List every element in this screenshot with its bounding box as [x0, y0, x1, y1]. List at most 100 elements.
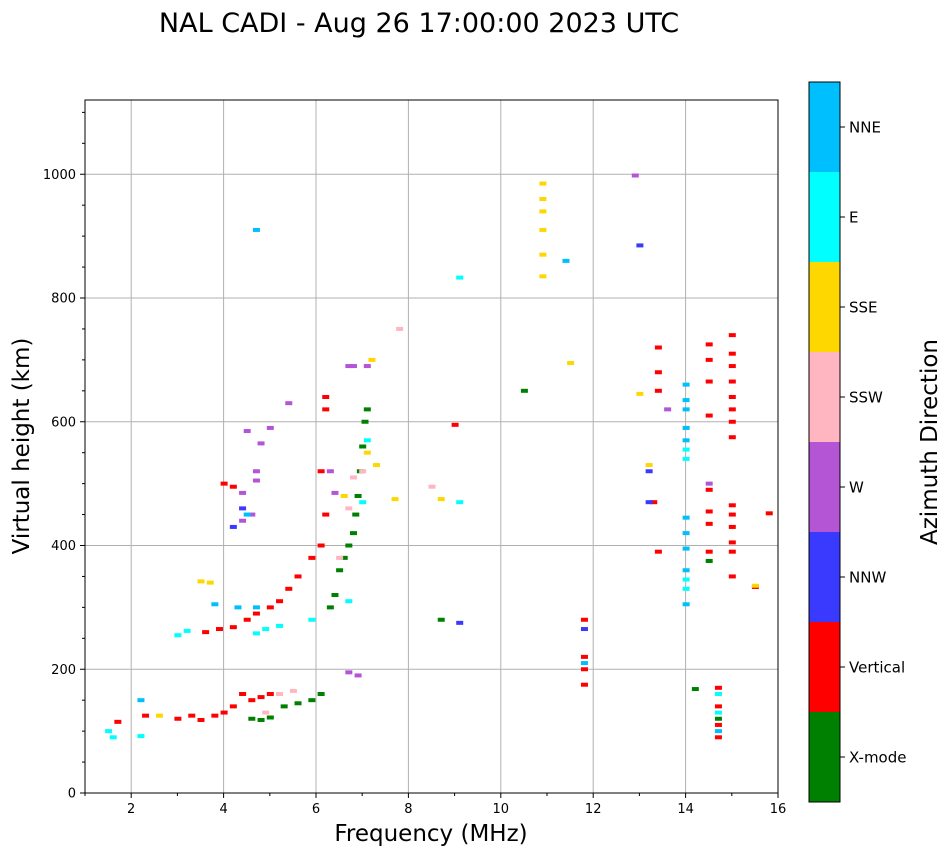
point-vertical [705, 342, 713, 347]
point-vertical [243, 617, 251, 622]
point-vertical [239, 692, 247, 696]
point-nne [682, 398, 690, 403]
point-nnw [645, 500, 653, 505]
point-vertical [580, 682, 588, 687]
point-vertical [728, 574, 736, 579]
point-w [349, 364, 357, 369]
colorbar-label-ssw: SSW [849, 389, 883, 407]
point-x-mode [437, 617, 445, 622]
point-vertical [322, 395, 330, 399]
point-nne [252, 605, 260, 610]
point-e [345, 599, 353, 604]
point-nnw [580, 627, 588, 632]
point-sse [751, 583, 759, 588]
point-w [326, 469, 334, 474]
point-x-mode [340, 555, 348, 560]
point-ssw [428, 484, 436, 489]
point-sse [539, 181, 547, 186]
point-x-mode [336, 568, 344, 573]
point-ssw [262, 710, 270, 715]
colorbar-swatch [809, 262, 840, 352]
y-axis-label: Virtual height (km) [9, 338, 35, 555]
point-nne [682, 546, 690, 551]
point-ssw [349, 475, 357, 480]
point-vertical [308, 555, 316, 560]
point-sse [539, 252, 547, 257]
point-w [331, 490, 339, 495]
point-vertical [322, 407, 330, 412]
point-vertical [728, 524, 736, 529]
point-x-mode [294, 701, 302, 706]
point-vertical [317, 543, 325, 548]
point-vertical [705, 487, 713, 492]
x-axis-label: Frequency (MHz) [334, 821, 527, 847]
point-nne [562, 258, 570, 263]
point-x-mode [359, 444, 367, 449]
point-vertical [728, 512, 736, 517]
point-vertical [174, 716, 182, 721]
point-w [266, 425, 274, 430]
point-x-mode [331, 593, 339, 597]
point-vertical [654, 388, 662, 393]
colorbar-swatch [809, 352, 840, 442]
point-e [252, 631, 260, 636]
x-tick-label: 16 [770, 802, 787, 817]
point-sse [539, 197, 547, 201]
point-w [631, 173, 639, 178]
point-sse [636, 391, 644, 396]
point-vertical [714, 722, 722, 727]
point-sse [155, 713, 163, 718]
colorbar-label-nnw: NNW [849, 569, 886, 587]
point-vertical [220, 710, 228, 715]
point-vertical [654, 549, 662, 554]
point-nne [682, 515, 690, 520]
colorbar-swatch [809, 442, 840, 532]
point-nne [580, 661, 588, 666]
colorbar-label-nne: NNE [849, 119, 881, 137]
chart-title: NAL CADI - Aug 26 17:00:00 2023 UTC [159, 8, 679, 39]
point-w [257, 441, 265, 446]
point-vertical [229, 704, 237, 709]
point-sse [206, 580, 214, 585]
point-nne [682, 425, 690, 430]
point-sse [197, 579, 205, 584]
point-e [359, 500, 367, 505]
point-vertical [202, 630, 210, 635]
point-e [363, 438, 371, 443]
point-nne [682, 438, 690, 443]
point-x-mode [354, 494, 362, 498]
x-tick-label: 2 [127, 802, 135, 817]
point-ssw [359, 469, 367, 474]
point-vertical [654, 345, 662, 350]
point-vertical [728, 407, 736, 412]
point-vertical [322, 512, 330, 517]
point-w [285, 401, 293, 406]
point-vertical [580, 617, 588, 622]
colorbar-label: Azimuth Direction [917, 339, 943, 545]
point-vertical [257, 695, 265, 700]
point-ssw [345, 506, 353, 511]
point-vertical [220, 481, 228, 486]
point-vertical [705, 509, 713, 514]
point-vertical [215, 627, 223, 632]
colorbar-label-e: E [849, 209, 858, 227]
y-tick-label: 800 [51, 292, 76, 307]
point-ssw [276, 692, 284, 696]
point-sse [567, 360, 575, 365]
point-x-mode [352, 512, 360, 517]
point-nnw [239, 506, 247, 511]
point-ssw [289, 688, 297, 693]
point-nne [137, 698, 145, 703]
colorbar-label-sse: SSE [849, 299, 878, 317]
point-nnw [456, 620, 464, 625]
point-x-mode [257, 717, 265, 722]
point-vertical [252, 611, 260, 616]
point-sse [539, 274, 547, 279]
point-e [105, 729, 113, 734]
data-points [105, 173, 773, 740]
point-vertical [317, 469, 325, 474]
point-x-mode [691, 687, 699, 692]
point-e [682, 577, 690, 582]
point-vertical [728, 395, 736, 399]
point-e [183, 628, 191, 633]
